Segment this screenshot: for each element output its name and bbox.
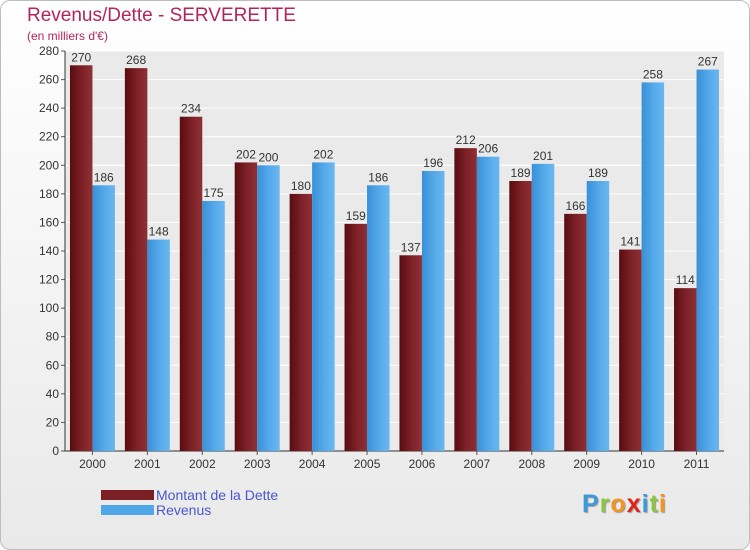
data-label: 267 <box>698 55 718 69</box>
bar-dette <box>289 193 313 451</box>
bar-revenus <box>202 201 225 451</box>
bar-revenus <box>696 69 720 452</box>
legend-item-dette: Montant de la Dette <box>101 486 279 503</box>
data-label: 141 <box>620 235 640 249</box>
y-tick-label: 20 <box>46 415 60 429</box>
bar-dette <box>179 116 203 451</box>
data-label: 175 <box>204 186 224 200</box>
data-label: 189 <box>588 166 608 180</box>
x-tick-label: 2010 <box>628 457 655 471</box>
y-tick-label: 280 <box>39 44 59 58</box>
data-label: 270 <box>71 50 91 64</box>
legend: Montant de la Dette Revenus <box>101 486 279 518</box>
data-label: 137 <box>401 240 421 254</box>
data-label: 189 <box>511 166 531 180</box>
proxiti-logo: Proxiti <box>582 490 667 519</box>
data-label: 159 <box>346 209 366 223</box>
legend-label-dette: Montant de la Dette <box>156 486 279 503</box>
logo-letter: r <box>599 490 611 518</box>
bar-dette <box>69 65 93 452</box>
legend-label-revenus: Revenus <box>156 501 212 518</box>
y-tick-label: 200 <box>39 158 59 172</box>
bar-dette <box>509 181 532 451</box>
logo-letter: i <box>641 490 650 518</box>
data-label: 234 <box>181 102 201 116</box>
chart-title: Revenus/Dette - SERVERETTE <box>27 5 296 26</box>
bar-dette <box>399 255 422 451</box>
x-tick-label: 2002 <box>189 457 216 471</box>
bar-dette <box>619 249 642 451</box>
bar-dette <box>674 288 697 451</box>
bar-dette <box>344 223 368 451</box>
bar-revenus <box>367 185 390 452</box>
logo-letter: i <box>658 490 667 518</box>
y-tick-label: 140 <box>39 244 59 258</box>
y-tick-label: 0 <box>52 444 59 458</box>
bar-revenus <box>641 82 665 451</box>
y-tick-label: 100 <box>39 301 59 315</box>
legend-item-revenus: Revenus <box>101 501 278 518</box>
data-label: 148 <box>149 225 169 239</box>
bar-revenus <box>92 185 115 452</box>
data-label: 201 <box>533 149 553 163</box>
logo-letter: o <box>610 490 627 518</box>
data-label: 268 <box>126 53 146 67</box>
bar-dette <box>234 162 258 451</box>
x-tick-label: 2005 <box>354 457 381 471</box>
bar-revenus <box>257 165 280 452</box>
bar-dette <box>454 148 477 451</box>
bar-dette <box>124 68 148 452</box>
y-tick-label: 120 <box>39 273 59 287</box>
bar-revenus <box>476 156 500 451</box>
x-tick-label: 2009 <box>573 457 600 471</box>
y-tick-label: 60 <box>46 358 60 372</box>
logo-letter: x <box>626 490 642 518</box>
x-tick-label: 2001 <box>134 457 161 471</box>
bar-revenus <box>421 171 445 451</box>
y-tick-label: 80 <box>46 330 60 344</box>
data-label: 202 <box>313 147 333 161</box>
y-tick-label: 260 <box>39 73 59 87</box>
y-tick-label: 240 <box>39 101 59 115</box>
bar-revenus <box>586 181 610 451</box>
x-tick-label: 2007 <box>464 457 491 471</box>
x-tick-label: 2000 <box>79 457 106 471</box>
data-label: 196 <box>423 156 443 170</box>
data-label: 186 <box>368 170 388 184</box>
data-label: 200 <box>258 150 278 164</box>
data-label: 206 <box>478 142 498 156</box>
bar-dette <box>564 213 587 451</box>
legend-swatch-dette <box>101 489 154 500</box>
y-tick-label: 180 <box>39 187 59 201</box>
x-tick-label: 2004 <box>299 457 326 471</box>
data-label: 114 <box>676 273 695 287</box>
data-label: 202 <box>236 147 256 161</box>
data-label: 212 <box>456 133 476 147</box>
y-tick-label: 220 <box>39 130 59 144</box>
data-label: 180 <box>291 179 311 193</box>
data-label: 166 <box>565 199 585 213</box>
x-tick-label: 2011 <box>684 457 710 471</box>
x-tick-label: 2008 <box>518 457 545 471</box>
logo-letter: t <box>649 490 659 518</box>
x-tick-label: 2003 <box>244 457 271 471</box>
y-tick-label: 160 <box>39 215 59 229</box>
y-tick-label: 40 <box>46 387 60 401</box>
data-label: 186 <box>94 170 114 184</box>
x-tick-label: 2006 <box>409 457 436 471</box>
bar-revenus <box>531 163 555 451</box>
logo-letter: P <box>582 490 600 518</box>
legend-swatch-revenus <box>101 504 154 515</box>
bar-revenus <box>312 162 335 451</box>
data-label: 258 <box>643 67 663 81</box>
chart-subtitle: (en milliers d'€) <box>27 29 108 43</box>
bar-revenus <box>147 239 170 451</box>
